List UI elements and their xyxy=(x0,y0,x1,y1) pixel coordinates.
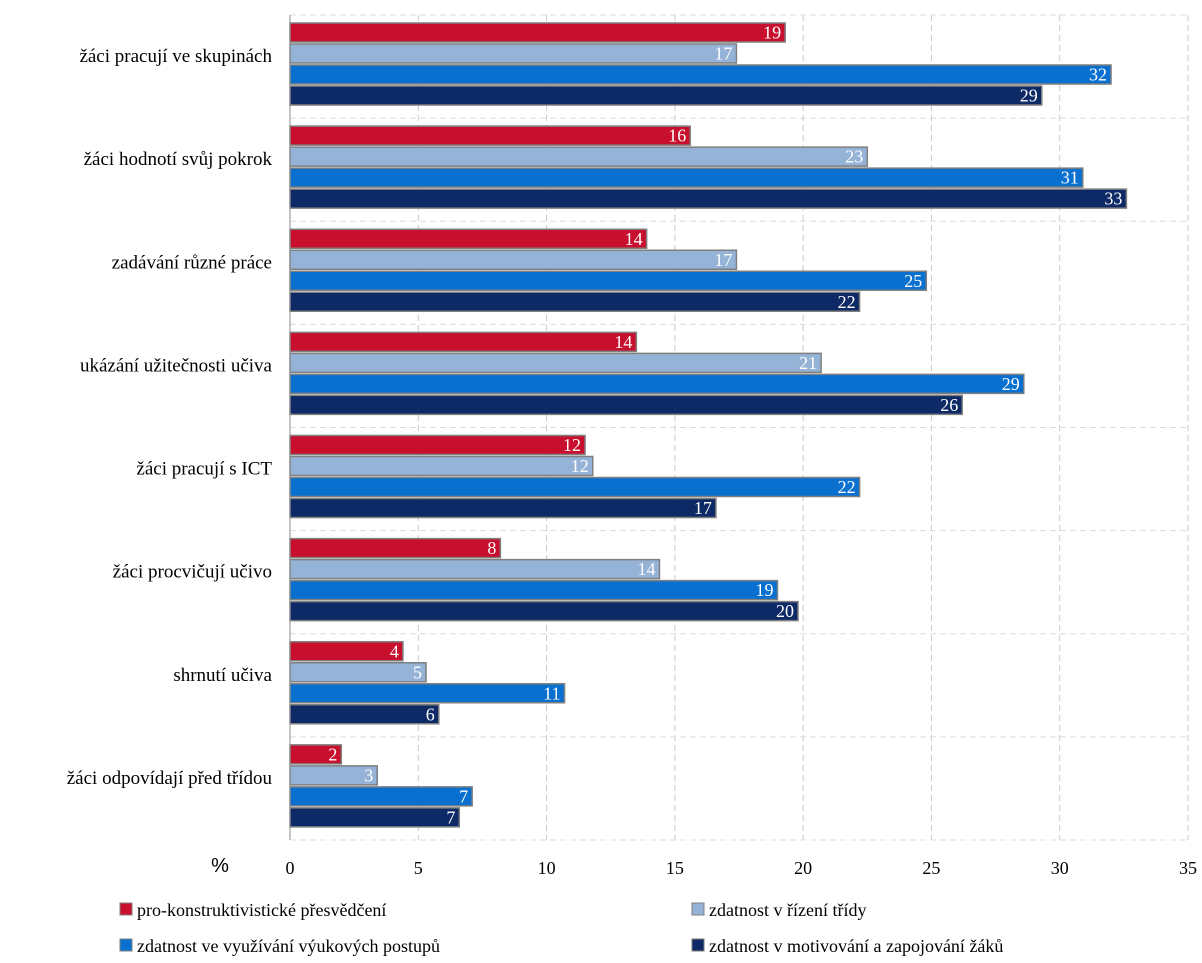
bar xyxy=(289,497,717,519)
bar xyxy=(289,807,461,828)
data-label: 14 xyxy=(614,332,632,352)
legend-swatch xyxy=(119,902,133,916)
x-tick-label: 20 xyxy=(794,858,812,878)
data-label: 7 xyxy=(446,807,455,827)
data-label: 4 xyxy=(390,641,399,661)
category-label: žáci pracují ve skupinách xyxy=(79,46,272,67)
x-unit-label: % xyxy=(211,855,229,877)
x-tick-label: 10 xyxy=(538,858,556,878)
data-label: 20 xyxy=(776,601,794,621)
bar xyxy=(289,352,822,374)
bar xyxy=(289,85,1043,106)
data-label: 17 xyxy=(714,250,732,270)
bar xyxy=(289,683,566,704)
bar xyxy=(289,373,1025,395)
bar xyxy=(289,600,799,622)
category-label: shrnutí učiva xyxy=(173,665,272,686)
bar xyxy=(289,455,594,477)
data-label: 26 xyxy=(940,395,958,415)
bar xyxy=(289,579,779,601)
bar xyxy=(289,228,648,249)
legend: pro-konstruktivistické přesvědčení zdatno… xyxy=(119,900,1003,956)
bar xyxy=(289,394,963,416)
bar xyxy=(289,558,661,580)
data-label: 22 xyxy=(838,477,856,497)
data-label: 32 xyxy=(1089,65,1107,85)
axes: žáci pracují ve skupinách žáci hodnotí sv… xyxy=(67,15,1197,878)
bars xyxy=(289,22,1128,828)
data-label: 25 xyxy=(904,271,922,291)
category-label: žáci pracují s ICT xyxy=(136,459,272,480)
data-labels: 1917322916233133141725221421292612122217… xyxy=(328,23,1122,828)
bar xyxy=(289,270,928,291)
bar xyxy=(289,434,586,456)
legend-swatch xyxy=(691,938,705,952)
category-label: zadávání různé práce xyxy=(112,252,272,273)
x-tick-label: 35 xyxy=(1179,858,1197,878)
data-label: 14 xyxy=(625,229,643,249)
x-tick-label: 30 xyxy=(1051,858,1069,878)
category-label: žáci procvičují učivo xyxy=(113,562,272,583)
x-tick-label: 0 xyxy=(286,858,295,878)
legend-label: zdatnost v řízení třídy xyxy=(709,900,866,920)
data-label: 21 xyxy=(799,353,817,373)
data-label: 33 xyxy=(1104,189,1122,209)
category-label: ukázání užitečnosti učiva xyxy=(80,355,273,376)
data-label: 16 xyxy=(668,126,686,146)
bar xyxy=(289,476,861,498)
legend-swatch xyxy=(119,938,133,952)
data-label: 8 xyxy=(487,538,496,558)
x-tick-label: 25 xyxy=(922,858,940,878)
data-label: 23 xyxy=(845,147,863,167)
bar xyxy=(289,641,404,662)
data-label: 19 xyxy=(755,580,773,600)
grid xyxy=(290,14,1189,841)
legend-label: pro-konstruktivistické přesvědčení xyxy=(137,900,386,920)
bar xyxy=(289,22,786,43)
bar xyxy=(289,537,502,559)
data-label: 11 xyxy=(543,683,560,703)
data-label: 31 xyxy=(1061,168,1079,188)
data-label: 7 xyxy=(459,786,468,806)
data-label: 22 xyxy=(838,292,856,312)
bar xyxy=(289,249,738,270)
category-label: žáci odpovídají před třídou xyxy=(67,768,273,789)
data-label: 14 xyxy=(637,559,655,579)
data-label: 19 xyxy=(763,23,781,43)
bar xyxy=(289,43,738,64)
data-label: 29 xyxy=(1020,86,1038,106)
bar xyxy=(289,64,1112,85)
bar xyxy=(289,704,440,725)
data-label: 6 xyxy=(426,704,435,724)
bar xyxy=(289,331,638,353)
data-label: 12 xyxy=(563,435,581,455)
data-label: 3 xyxy=(364,765,373,785)
x-tick-label: 15 xyxy=(666,858,684,878)
category-label: žáci hodnotí svůj pokrok xyxy=(84,149,273,170)
data-label: 29 xyxy=(1002,374,1020,394)
legend-label: zdatnost ve využívání výukových postupů xyxy=(137,936,440,956)
legend-swatch xyxy=(691,902,705,916)
data-label: 17 xyxy=(714,44,732,64)
bar xyxy=(289,125,692,146)
legend-label: zdatnost v motivování a zapojování žáků xyxy=(709,936,1003,956)
bar xyxy=(289,662,427,683)
bar xyxy=(289,167,1084,188)
bar xyxy=(289,786,473,807)
data-label: 5 xyxy=(413,662,422,682)
data-label: 12 xyxy=(571,456,589,476)
data-label: 2 xyxy=(328,744,337,764)
bar xyxy=(289,146,869,167)
bar xyxy=(289,188,1128,209)
x-tick-label: 5 xyxy=(414,858,423,878)
data-label: 17 xyxy=(694,498,712,518)
bar xyxy=(289,291,861,312)
